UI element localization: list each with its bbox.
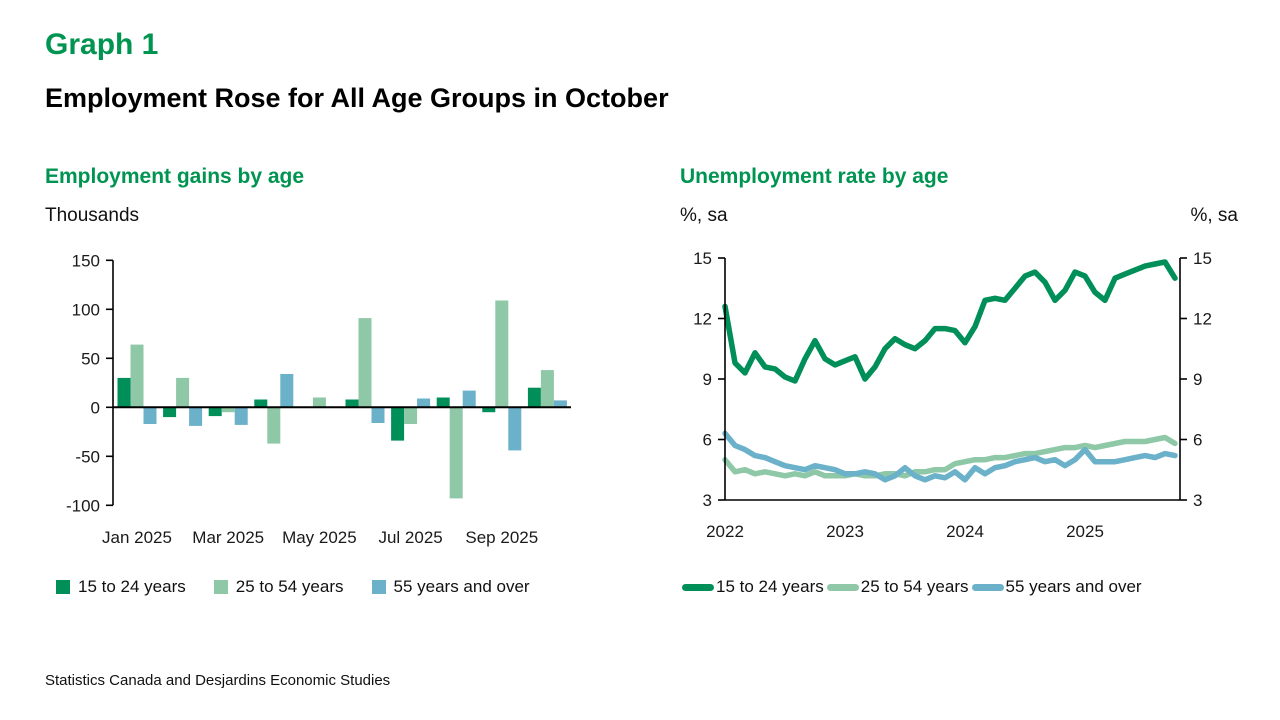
x-tick-label: Mar 2025 (192, 528, 264, 547)
line-25-to-54-years (722, 434, 1178, 479)
x-tick-label: 2024 (946, 522, 984, 541)
bar-25-to-54-years (540, 370, 554, 408)
bar-15-to-24-years (345, 399, 359, 408)
left-chart-legend: 15 to 24 years 25 to 54 years 55 years and… (56, 577, 558, 597)
right-chart-unit-label-left: %, sa (680, 205, 728, 226)
right-tick-label: 12 (1193, 309, 1212, 328)
right-chart-unit-label-right: %, sa (1190, 205, 1238, 226)
x-tick-label: 2025 (1066, 522, 1104, 541)
right-tick-label: 15 (1193, 249, 1212, 268)
left-tick-label: 6 (703, 430, 712, 449)
bar-55-years-and-over (417, 398, 431, 408)
legend-item-25-to-54-years: 25 to 54 years (826, 577, 969, 597)
square-swatch-icon (56, 580, 70, 594)
left-tick-label: 9 (703, 370, 712, 389)
line-swatch-icon (826, 583, 859, 591)
right-tick-label: 6 (1193, 430, 1202, 449)
bar-25-to-54-years (404, 407, 418, 424)
source-note: Statistics Canada and Desjardins Economi… (45, 672, 391, 689)
bar-55-years-and-over (143, 407, 157, 424)
y-tick-label: 0 (91, 398, 100, 417)
bar-25-to-54-years (358, 318, 372, 408)
legend-item-55-years-and-over: 55 years and over (371, 577, 530, 597)
left-tick-label: 15 (693, 249, 712, 268)
bar-25-to-54-years (267, 407, 281, 444)
y-tick-label: 50 (81, 349, 100, 368)
x-tick-label: 2023 (826, 522, 864, 541)
bar-25-to-54-years (449, 407, 463, 499)
right-chart-title: Unemployment rate by age (680, 165, 949, 188)
right-tick-label: 9 (1193, 370, 1202, 389)
legend-label: 25 to 54 years (860, 577, 969, 596)
y-tick-label: 150 (72, 251, 100, 270)
bar-55-years-and-over (234, 407, 248, 425)
line-swatch-icon (971, 583, 1004, 591)
bar-25-to-54-years (176, 377, 190, 408)
line-15-to-24-years (722, 259, 1178, 384)
x-tick-label: 2022 (706, 522, 744, 541)
legend-label: 15 to 24 years (78, 577, 186, 596)
bar-15-to-24-years (391, 407, 405, 441)
left-chart-title: Employment gains by age (45, 165, 305, 188)
bar-25-to-54-years (221, 407, 235, 413)
x-tick-label: Jan 2025 (102, 528, 172, 547)
legend-label: 15 to 24 years (716, 577, 824, 596)
bar-15-to-24-years (117, 377, 131, 408)
right-chart-legend: 15 to 24 years 25 to 54 years 55 years and… (682, 577, 1145, 597)
legend-item-25-to-54-years: 25 to 54 years (213, 577, 344, 597)
bar-55-years-and-over (371, 407, 385, 423)
left-tick-label: 12 (693, 309, 712, 328)
legend-item-55-years-and-over: 55 years and over (971, 577, 1142, 597)
y-tick-label: 100 (72, 300, 100, 319)
bar-55-years-and-over (189, 407, 203, 426)
bar-15-to-24-years (527, 387, 541, 408)
legend-item-15-to-24-years: 15 to 24 years (56, 577, 186, 597)
x-tick-label: Jul 2025 (378, 528, 442, 547)
legend-label: 25 to 54 years (235, 577, 344, 596)
square-swatch-icon (371, 580, 386, 594)
unemployment-rate-line-chart: 15 15 12 12 9 9 6 6 3 3 2022 2023 2024 2025 (693, 249, 1212, 541)
right-tick-label: 3 (1193, 491, 1202, 510)
bar-15-to-24-years (163, 407, 177, 418)
x-tick-label: Sep 2025 (465, 528, 538, 547)
bar-55-years-and-over (280, 374, 294, 408)
bar-25-to-54-years (130, 344, 144, 408)
bar-55-years-and-over (462, 390, 476, 408)
legend-item-15-to-24-years: 15 to 24 years (682, 577, 824, 597)
y-tick-label: -50 (75, 447, 100, 466)
figure-title: Employment Rose for All Age Groups in Oc… (45, 83, 669, 113)
bar-15-to-24-years (254, 399, 268, 408)
left-tick-label: 3 (703, 491, 712, 510)
left-chart-unit-label: Thousands (45, 205, 140, 226)
line-swatch-icon (682, 583, 714, 591)
line-55-years-and-over (722, 430, 1178, 483)
bar-15-to-24-years (208, 407, 222, 417)
square-swatch-icon (213, 580, 228, 594)
y-tick-label: -100 (66, 496, 100, 515)
bar-15-to-24-years (436, 397, 450, 408)
graph-number: Graph 1 (45, 28, 159, 61)
bar-55-years-and-over (553, 400, 567, 408)
bar-15-to-24-years (482, 407, 496, 413)
legend-label: 55 years and over (1005, 577, 1142, 596)
bar-55-years-and-over (508, 407, 522, 451)
x-tick-label: May 2025 (282, 528, 357, 547)
legend-label: 55 years and over (393, 577, 530, 596)
bar-25-to-54-years (312, 397, 326, 408)
bar-25-to-54-years (495, 300, 509, 408)
